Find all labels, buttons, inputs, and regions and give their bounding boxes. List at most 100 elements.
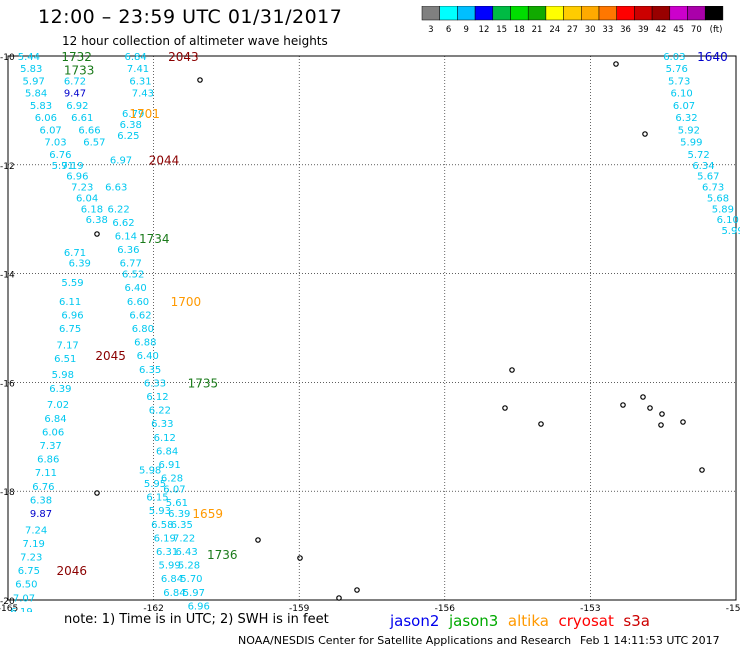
swh-value-label: 6.36 xyxy=(117,245,139,256)
swh-value-label: 6.76 xyxy=(49,150,71,161)
swh-value-label: 6.31 xyxy=(129,76,151,87)
swh-value-label: 7.23 xyxy=(71,183,93,194)
colorbar-label: 3 xyxy=(428,25,433,35)
colorbar-label: 36 xyxy=(620,25,631,35)
colorbar-label: 70 xyxy=(691,25,702,35)
swh-value-label: 6.71 xyxy=(64,248,86,259)
swh-value-label: 6.39 xyxy=(49,384,71,395)
colorbar-swatch xyxy=(704,6,724,21)
island-outline xyxy=(659,411,665,417)
swh-value-label: 6.07 xyxy=(673,101,695,112)
swh-value-label: 5.98 xyxy=(52,370,74,381)
colorbar-label: 24 xyxy=(549,25,560,35)
swh-value-label: 5.95 xyxy=(144,479,166,490)
pass-time-label: 2045 xyxy=(95,349,126,363)
swh-value-label: 6.86 xyxy=(37,455,59,466)
altimeter-map: -165 -162 -159 -156 -153 -150 -10 -12 -14 -16 -18 -… xyxy=(0,50,740,612)
swh-value-label: 6.04 xyxy=(76,193,98,204)
swh-value-label: 6.76 xyxy=(32,482,54,493)
x-tick-label: -156 xyxy=(435,604,456,612)
swh-value-label: 5.97 xyxy=(23,76,45,87)
swh-value-label: 6.43 xyxy=(175,547,197,558)
swh-value-label: 6.66 xyxy=(78,125,100,136)
island-outline xyxy=(620,402,626,408)
page-title: 12:00 – 23:59 UTC 01/31/2017 xyxy=(38,6,343,28)
footer-date: Feb 1 14:11:53 UTC 2017 xyxy=(580,634,720,647)
island-outline xyxy=(642,131,648,137)
swh-value-label: 6.34 xyxy=(692,161,714,172)
pass-time-label: 2043 xyxy=(168,50,199,64)
swh-value-label: 6.84 xyxy=(161,574,183,585)
swh-value-label: 5.99 xyxy=(721,226,740,237)
swh-value-label: 6.19 xyxy=(10,607,32,612)
swh-value-label: 6.03 xyxy=(663,52,685,63)
swh-value-label: 6.33 xyxy=(144,378,166,389)
swh-value-label: 5.67 xyxy=(697,172,719,183)
colorbar-label: 39 xyxy=(638,25,649,35)
swh-value-label: 6.97 xyxy=(110,155,132,166)
colorbar-label: 42 xyxy=(656,25,667,35)
swh-value-label: 7.19 xyxy=(23,539,45,550)
swh-value-label: 6.22 xyxy=(107,204,129,215)
swh-value-label: 7.22 xyxy=(173,533,195,544)
pass-time-label: 1734 xyxy=(139,232,170,246)
swh-value-label: 6.57 xyxy=(83,137,105,148)
x-tick-label: -159 xyxy=(289,604,310,612)
swh-value-label: 6.60 xyxy=(127,297,149,308)
island-outline xyxy=(255,537,261,543)
swh-value-label: 6.52 xyxy=(122,270,144,281)
swh-value-label: 5.28 xyxy=(178,561,200,572)
legend-altika: altika xyxy=(507,612,549,630)
y-tick-label: -14 xyxy=(0,271,15,281)
y-tick-label: -16 xyxy=(0,379,15,389)
y-tick-label: -18 xyxy=(0,488,15,498)
swh-value-label: 6.31 xyxy=(156,547,178,558)
pass-time-label: 1659 xyxy=(192,507,223,521)
swh-value-label: 5.84 xyxy=(25,88,47,99)
swh-value-label: 6.50 xyxy=(15,580,37,591)
map-frame xyxy=(7,55,737,601)
y-tick-label: -10 xyxy=(0,53,15,63)
swh-value-label: 7.23 xyxy=(20,552,42,563)
colorbar-label: 45 xyxy=(673,25,684,35)
swh-high-value-label: 9.47 xyxy=(64,88,86,99)
swh-value-label: 6.84 xyxy=(156,446,178,457)
swh-value-label: 6.61 xyxy=(71,113,93,124)
swh-value-label: 5.99 xyxy=(158,561,180,572)
swh-value-label: 5.76 xyxy=(666,64,688,75)
swh-value-label: 6.10 xyxy=(670,88,692,99)
page-subtitle: 12 hour collection of altimeter wave hei… xyxy=(62,34,328,48)
swh-value-label: 7.11 xyxy=(35,468,57,479)
swh-value-label: 6.75 xyxy=(18,566,40,577)
swh-value-label: 5.83 xyxy=(20,64,42,75)
swh-value-label: 6.75 xyxy=(59,324,81,335)
swh-value-label: 6.11 xyxy=(59,297,81,308)
swh-value-label: 6.79 xyxy=(122,109,144,120)
swh-value-label: 6.35 xyxy=(139,365,161,376)
legend-jason3: jason3 xyxy=(448,612,499,630)
swh-value-label: 6.40 xyxy=(124,283,146,294)
swh-value-label: 7.43 xyxy=(132,88,154,99)
swh-value-label: 6.63 xyxy=(105,183,127,194)
swh-value-label: 5.91 xyxy=(52,161,74,172)
satellite-legend: jason2 jason3 altika cryosat s3a xyxy=(390,612,650,630)
swh-value-label: 5.70 xyxy=(180,574,202,585)
swh-value-label: 6.33 xyxy=(151,419,173,430)
swh-value-label: 6.14 xyxy=(115,232,137,243)
colorbar-label: 15 xyxy=(496,25,507,35)
swh-value-label: 6.12 xyxy=(154,433,176,444)
x-tick-label: -150 xyxy=(726,604,740,612)
swh-value-label: 6.38 xyxy=(86,215,108,226)
island-outline xyxy=(658,422,664,428)
swh-value-label: 6.96 xyxy=(188,601,210,612)
swh-value-label: 6.40 xyxy=(137,351,159,362)
colorbar-label: 9 xyxy=(464,25,469,35)
legend-jason2: jason2 xyxy=(390,612,440,630)
island-outline xyxy=(647,405,653,411)
swh-value-label: 5.99 xyxy=(680,137,702,148)
swh-value-label: 6.62 xyxy=(129,310,151,321)
island-outline xyxy=(336,595,342,601)
swh-value-label: 7.02 xyxy=(47,400,69,411)
swh-value-label: 6.84 xyxy=(44,414,66,425)
swh-value-label: 6.39 xyxy=(69,259,91,270)
